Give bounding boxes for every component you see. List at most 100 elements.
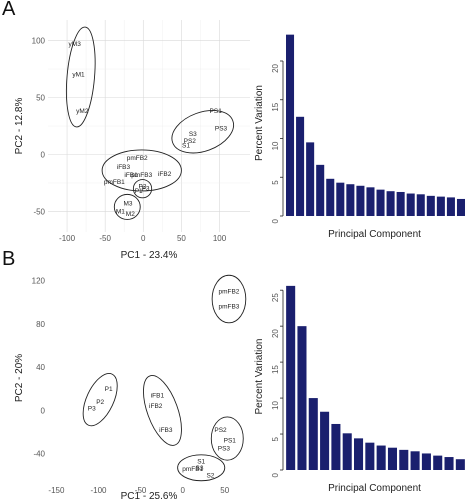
y-axis-title-b: PC2 - 20% (14, 354, 25, 402)
sample-label-a: yM1 (72, 72, 85, 79)
variance-bar-a (456, 198, 465, 216)
sample-label-a: iFB2 (158, 171, 172, 178)
panel-label-b: B (2, 248, 16, 270)
sample-label-a: S3 (189, 131, 197, 138)
variance-bar-b (320, 411, 330, 470)
sample-label-b: iFB1 (151, 392, 165, 399)
variance-bar-b (421, 453, 431, 470)
sample-label-b: iFB3 (159, 427, 173, 434)
sample-label-a: PS1 (210, 108, 223, 115)
sample-label-a: pmFB2 (127, 155, 148, 162)
sample-label-a: S1 (182, 142, 190, 149)
panel-label-a: A (2, 0, 16, 20)
cluster-ellipse-a (113, 193, 141, 220)
variance-bar-a (286, 34, 295, 217)
y-tick-label-b: 80 (36, 320, 45, 329)
cluster-ellipse-a (65, 26, 96, 128)
variance-bar-a (446, 197, 455, 216)
sample-label-a: P3 (142, 186, 150, 193)
variance-bar-b (331, 423, 341, 470)
sample-label-b: PS1 (224, 438, 237, 445)
x-tick-label-b: 0 (180, 486, 185, 495)
cluster-ellipse-b (177, 454, 226, 482)
variance-bar-a (356, 185, 365, 216)
x-tick-label-b: -50 (135, 486, 147, 495)
sample-label-b: pmFB3 (218, 304, 239, 311)
sample-label-b: S3 (196, 465, 204, 472)
variance-bar-b (444, 457, 454, 470)
x-tick-label-b: -150 (48, 486, 65, 495)
bar-y-tick-label-a: 0 (271, 218, 280, 223)
y-axis-title-a: PC2 - 12.8% (14, 98, 25, 155)
sample-label-a: PS3 (215, 125, 228, 132)
bar-x-axis-title-a: Principal Component (328, 229, 421, 240)
variance-bar-a (296, 116, 305, 216)
variance-bar-b (286, 285, 296, 470)
y-tick-label-a: 0 (41, 150, 46, 159)
sample-label-a: iFB3 (117, 164, 131, 171)
sample-label-a: M3 (124, 201, 133, 208)
sample-label-b: pmFB2 (218, 288, 239, 295)
variance-bar-a (376, 189, 385, 216)
cluster-ellipse-b (143, 375, 182, 446)
bar-y-tick-label-b: 25 (271, 293, 280, 302)
sample-label-a: P2 (139, 183, 147, 190)
cluster-ellipse-b (82, 373, 118, 427)
x-axis-title-b: PC1 - 25.6% (121, 491, 178, 502)
bar-y-tick-label-b: 15 (271, 365, 280, 374)
variance-bar-b (342, 433, 352, 470)
sample-label-b: S2 (206, 472, 214, 479)
variance-bar-a (316, 164, 325, 216)
sample-label-a: pmFB1 (104, 179, 125, 186)
variance-bar-a (306, 142, 315, 216)
variance-bar-a (366, 187, 375, 216)
sample-label-a: pmFB3 (131, 172, 152, 179)
sample-label-b: pmFB1 (182, 466, 203, 473)
variance-bar-a (346, 184, 355, 216)
bar-y-tick-label-a: 10 (271, 141, 280, 150)
sample-label-b: PS2 (214, 427, 227, 434)
sample-label-a: M1 (116, 208, 125, 215)
sample-label-b: P1 (105, 386, 113, 393)
sample-label-a: iFB1 (124, 172, 138, 179)
x-tick-label-a: 100 (213, 234, 227, 243)
x-tick-label-a: -100 (59, 234, 76, 243)
bar-y-tick-label-b: 0 (271, 472, 280, 477)
bar-x-axis-title-b: Principal Component (328, 483, 421, 494)
y-tick-label-b: -40 (33, 450, 45, 459)
y-tick-label-a: -50 (33, 207, 45, 216)
variance-bar-b (354, 438, 364, 470)
y-tick-label-a: 50 (36, 94, 45, 103)
variance-bar-b (297, 326, 307, 470)
x-axis-title-a: PC1 - 23.4% (121, 250, 178, 261)
variance-bar-a (406, 193, 415, 216)
cluster-ellipse-a (101, 149, 182, 192)
variance-bar-a (396, 191, 405, 216)
bar-y-tick-label-b: 20 (271, 329, 280, 338)
x-tick-label-a: 50 (177, 234, 186, 243)
variance-bar-b (399, 449, 409, 470)
sample-label-a: PS2 (184, 138, 197, 145)
sample-label-b: P3 (88, 405, 96, 412)
variance-bar-b (365, 442, 375, 470)
variance-bar-a (336, 182, 345, 216)
variance-bar-a (326, 178, 335, 216)
y-tick-label-b: 40 (36, 363, 45, 372)
x-tick-label-b: -100 (90, 486, 107, 495)
cluster-ellipse-b (211, 274, 247, 324)
x-tick-label-b: 50 (220, 486, 229, 495)
variance-bar-a (416, 194, 425, 216)
bar-y-tick-label-a: 20 (271, 63, 280, 72)
cluster-ellipse-b (210, 416, 244, 461)
bar-y-axis-title-a: Percent Variation (254, 85, 265, 161)
variance-bar-b (376, 445, 386, 470)
variance-bar-b (455, 459, 465, 470)
bar-y-tick-label-a: 5 (271, 180, 280, 185)
sample-label-a: yM3 (69, 41, 82, 48)
y-tick-label-a: 100 (32, 37, 46, 46)
sample-label-a: P1 (135, 188, 143, 195)
sample-label-b: PS3 (218, 445, 231, 452)
variance-bar-a (426, 195, 435, 216)
bar-y-tick-label-a: 15 (271, 102, 280, 111)
